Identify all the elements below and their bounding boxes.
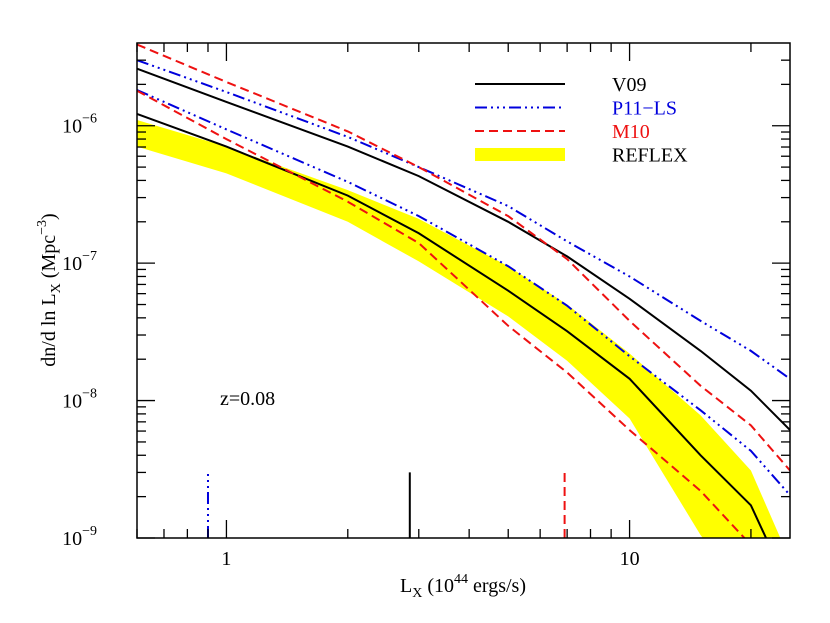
y-tick-label: 10−6 — [62, 112, 97, 138]
y-tick-label-base: 10 — [62, 116, 82, 138]
curve — [137, 67, 790, 431]
band-layer — [137, 120, 781, 538]
y-axis-label-part: X — [49, 283, 64, 293]
x-axis-label-part: ergs/s) — [468, 575, 526, 597]
x-axis-label: LX (1044 ergs/s) — [400, 572, 526, 601]
curve — [137, 89, 790, 496]
x-axis-label-part: (10 — [422, 575, 454, 597]
y-tick-label: 10−7 — [62, 249, 97, 275]
curve — [137, 59, 790, 380]
plot-frame — [136, 42, 791, 539]
legend-label: REFLEX — [612, 145, 688, 167]
annotation: z=0.08 — [220, 388, 275, 410]
y-axis-label-part: (Mpc — [38, 235, 60, 283]
x-axis-label-part: X — [412, 586, 422, 601]
y-axis-label-part: ) — [38, 213, 60, 220]
y-axis-label-part: −3 — [35, 220, 50, 235]
x-axis-label-part: L — [400, 575, 412, 597]
y-axis-label-part: dn/d ln L — [38, 293, 60, 366]
y-axis-label: dn/d ln LX (Mpc−3) — [35, 213, 64, 366]
legend-label: V09 — [612, 74, 646, 96]
y-tick-label-exp: −7 — [82, 249, 97, 264]
legend-label: M10 — [612, 121, 650, 143]
y-tick-label-exp: −6 — [82, 112, 97, 127]
y-tick-label: 10−9 — [62, 524, 97, 550]
y-tick-label-base: 10 — [62, 253, 82, 275]
x-tick-label: 10 — [620, 548, 640, 570]
band — [137, 120, 781, 538]
x-axis-label-part: 44 — [454, 572, 468, 587]
curve — [137, 43, 790, 472]
y-tick-label: 10−8 — [62, 387, 97, 413]
y-tick-label-base: 10 — [62, 391, 82, 413]
y-tick-label-base: 10 — [62, 528, 82, 550]
legend-label: P11−LS — [612, 98, 677, 120]
y-tick-label-exp: −8 — [82, 387, 97, 402]
curve — [137, 89, 746, 538]
y-tick-label-exp: −9 — [82, 524, 97, 539]
line-layer — [137, 43, 790, 538]
x-tick-label: 1 — [221, 548, 231, 570]
